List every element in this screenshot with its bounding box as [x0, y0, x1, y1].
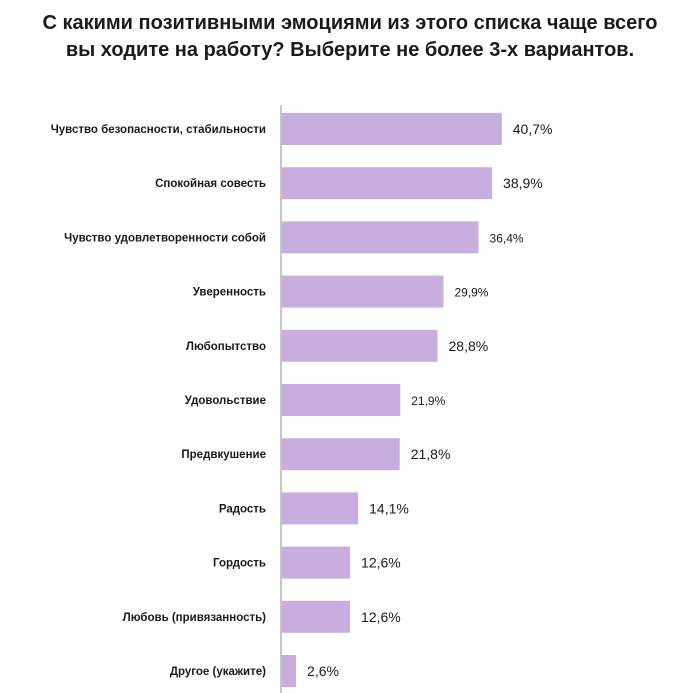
data-label: 40,7% — [513, 121, 553, 137]
value-labels: 40,7% 38,9% 36,4% 29,9% 28,8% 21,9% 21,8% 14,1%… — [307, 121, 552, 679]
category-label: Другое (укажите) — [170, 666, 266, 678]
category-label: Гордость — [213, 558, 266, 570]
category-label: Спокойная совесть — [155, 178, 266, 190]
bar — [282, 113, 502, 145]
category-label: Удовольствие — [185, 395, 266, 407]
data-label: 14,1% — [369, 500, 409, 516]
category-label: Любопытство — [186, 341, 266, 353]
bar — [282, 384, 401, 416]
category-label: Чувство удовлетворенности собой — [64, 232, 266, 244]
category-label: Любовь (привязанность) — [123, 612, 267, 624]
chart-title: С какими позитивными эмоциями из этого с… — [42, 12, 658, 61]
data-label: 2,6% — [307, 663, 339, 679]
data-label: 36,4% — [490, 231, 524, 245]
data-label: 29,9% — [454, 286, 488, 300]
bar — [282, 438, 400, 471]
bar — [282, 167, 493, 200]
data-label: 21,9% — [411, 394, 445, 408]
bar — [282, 546, 351, 579]
data-label: 28,8% — [449, 338, 489, 354]
bar — [282, 221, 479, 254]
category-label: Чувство безопасности, стабильности — [51, 124, 266, 136]
data-label: 21,8% — [411, 446, 451, 462]
bar — [282, 329, 438, 362]
bar — [282, 275, 444, 308]
bar — [282, 492, 359, 525]
category-label: Предвкушение — [181, 449, 266, 461]
category-label: Уверенность — [193, 287, 266, 299]
bar — [282, 600, 351, 633]
bar — [282, 655, 297, 687]
data-label: 38,9% — [503, 175, 543, 191]
category-label: Радость — [219, 503, 266, 515]
category-labels: Чувство безопасности, стабильности Спокой… — [51, 124, 266, 678]
bars-group — [282, 113, 502, 687]
data-label: 12,6% — [361, 609, 401, 625]
data-label: 12,6% — [361, 555, 401, 571]
